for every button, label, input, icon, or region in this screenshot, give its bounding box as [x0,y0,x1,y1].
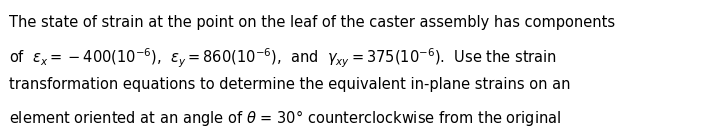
Text: transformation equations to determine the equivalent in-plane strains on an: transformation equations to determine th… [9,77,570,92]
Text: The state of strain at the point on the leaf of the caster assembly has componen: The state of strain at the point on the … [9,15,615,30]
Text: of  $\epsilon_x = -400(10^{-6})$,  $\epsilon_y = 860(10^{-6})$,  and  $\gamma_{x: of $\epsilon_x = -400(10^{-6})$, $\epsil… [9,46,557,70]
Text: element oriented at an angle of $\theta$ = 30° counterclockwise from the origina: element oriented at an angle of $\theta$… [9,108,561,128]
